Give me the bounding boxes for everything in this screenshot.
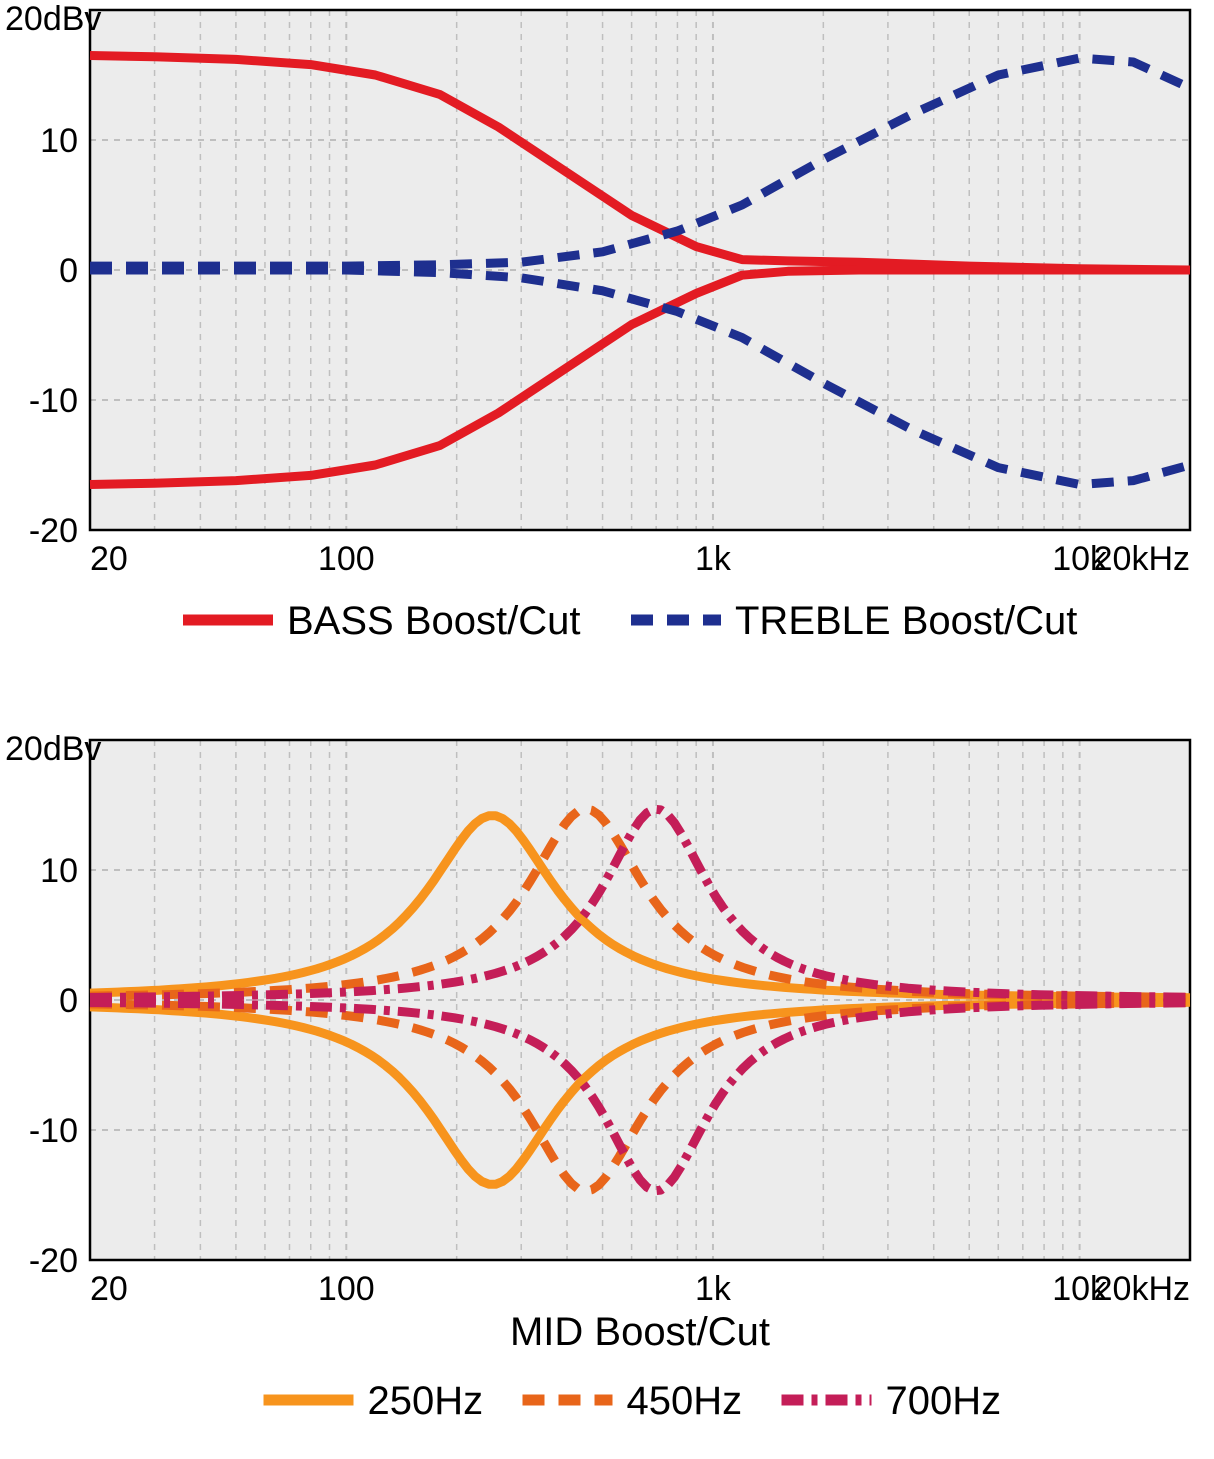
ytick-top-label: 20dBv — [5, 730, 101, 768]
ytick-label: 10 — [40, 122, 78, 160]
xtick-label: 1k — [695, 540, 732, 578]
xtick-label: 20 — [90, 540, 128, 578]
ytick-label: -10 — [29, 1112, 78, 1150]
chart2-legend-label: 700Hz — [886, 1379, 1002, 1423]
xtick-label: 100 — [318, 540, 375, 578]
xtick-right-label: 20kHz — [1094, 1270, 1190, 1308]
chart1-legend-label: BASS Boost/Cut — [287, 599, 580, 643]
chart1-legend-label: TREBLE Boost/Cut — [735, 599, 1077, 643]
ytick-label: -10 — [29, 382, 78, 420]
ytick-top-label: 20dBv — [5, 0, 101, 38]
eq-response-figure: -20-1001020dBv201001k10k20kHzBASS Boost/… — [0, 0, 1214, 1459]
xtick-label: 20 — [90, 1270, 128, 1308]
ytick-label: -20 — [29, 1242, 78, 1280]
chart2-axis-title: MID Boost/Cut — [510, 1310, 770, 1354]
chart2-legend-label: 250Hz — [368, 1379, 484, 1423]
xtick-label: 100 — [318, 1270, 375, 1308]
xtick-right-label: 20kHz — [1094, 540, 1190, 578]
chart2-legend-label: 450Hz — [627, 1379, 743, 1423]
ytick-label: 0 — [59, 982, 78, 1020]
ytick-label: 10 — [40, 852, 78, 890]
ytick-label: 0 — [59, 252, 78, 290]
xtick-label: 1k — [695, 1270, 732, 1308]
ytick-label: -20 — [29, 512, 78, 550]
